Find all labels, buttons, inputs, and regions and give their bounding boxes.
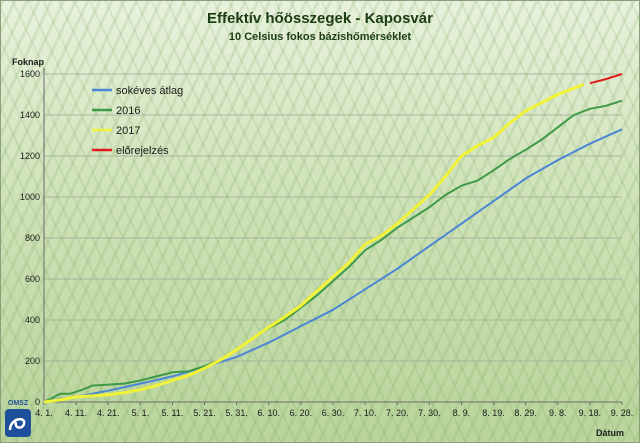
x-axis-label: Dátum bbox=[596, 428, 625, 438]
y-tick-label: 400 bbox=[25, 315, 40, 325]
x-tick-label: 8. 19. bbox=[482, 408, 505, 418]
y-tick-label: 200 bbox=[25, 356, 40, 366]
series-line-1 bbox=[43, 99, 623, 403]
x-tick-label: 9. 28. bbox=[611, 408, 634, 418]
y-tick-label: 0 bbox=[35, 397, 40, 407]
y-tick-label: 1400 bbox=[20, 110, 40, 120]
grid-lines bbox=[44, 73, 622, 362]
x-tick-label: 7. 20. bbox=[386, 408, 409, 418]
y-tick-label: 1600 bbox=[20, 69, 40, 79]
x-tick-label: 4. 11. bbox=[65, 408, 87, 418]
x-tick-label: 4. 1. bbox=[35, 408, 53, 418]
x-tick-label: 5. 21. bbox=[193, 408, 216, 418]
y-tick-labels: 0 200 400 600 800 1000 1200 1400 1600 bbox=[20, 69, 40, 407]
y-tick-label: 600 bbox=[25, 274, 40, 284]
x-tick-labels: 4. 1. 4. 11. 4. 21. 5. 1. 5. 11. 5. 21. 5. 31.… bbox=[35, 402, 633, 418]
x-tick-label: 5. 1. bbox=[132, 408, 150, 418]
x-tick-label: 5. 11. bbox=[162, 408, 184, 418]
x-tick-label: 7. 10. bbox=[354, 408, 377, 418]
series-lines bbox=[43, 73, 623, 404]
x-tick-label: 5. 31. bbox=[225, 408, 248, 418]
y-axis-label: Foknap bbox=[12, 57, 45, 67]
legend-label-1: 2016 bbox=[116, 105, 140, 117]
x-tick-label: 8. 9. bbox=[453, 408, 471, 418]
series-line-2 bbox=[43, 82, 585, 404]
x-tick-label: 7. 30. bbox=[418, 408, 441, 418]
x-tick-label: 9. 18. bbox=[579, 408, 602, 418]
x-tick-label: 6. 20. bbox=[290, 408, 313, 418]
series-line-3 bbox=[589, 73, 623, 85]
logo-text: OMSZ bbox=[7, 400, 29, 407]
x-tick-label: 4. 21. bbox=[97, 408, 120, 418]
x-tick-label: 6. 10. bbox=[258, 408, 281, 418]
y-tick-label: 800 bbox=[25, 233, 40, 243]
legend-label-0: sokéves átlag bbox=[116, 85, 183, 97]
x-tick-label: 6. 30. bbox=[322, 408, 345, 418]
omsz-logo: OMSZ bbox=[4, 400, 32, 438]
legend: sokéves átlag 2016 2017 előrejelzés bbox=[92, 85, 183, 157]
omsz-logo-icon bbox=[5, 409, 31, 437]
y-tick-label: 1200 bbox=[20, 151, 40, 161]
legend-label-2: 2017 bbox=[116, 125, 140, 137]
legend-label-3: előrejelzés bbox=[116, 145, 169, 157]
series-line-0 bbox=[43, 128, 623, 402]
x-tick-label: 8. 29. bbox=[514, 408, 537, 418]
x-tick-label: 9. 8. bbox=[549, 408, 567, 418]
y-tick-label: 1000 bbox=[20, 192, 40, 202]
chart-subtitle: 10 Celsius fokos bázishőmérséklet bbox=[228, 31, 412, 43]
axes bbox=[43, 68, 622, 403]
chart-title: Effektív hőösszegek - Kaposvár bbox=[207, 10, 433, 27]
